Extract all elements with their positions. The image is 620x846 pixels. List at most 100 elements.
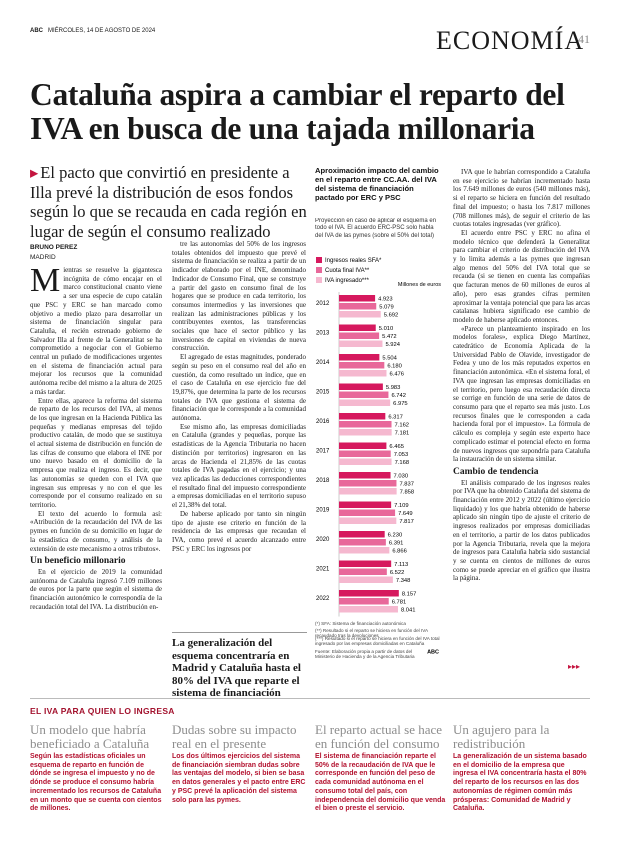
chart-note: (***) Resultado si el reparto se hiciera… xyxy=(315,635,440,646)
paragraph: De haberse aplicado por tanto sin ningún… xyxy=(172,509,306,553)
chart: Aproximación impacto del cambio en el re… xyxy=(315,166,441,659)
chart-source: Fuente: Elaboración propia a partir de d… xyxy=(315,648,415,659)
sidebar-heading: Un agujero para la redistribución xyxy=(453,722,550,751)
bar xyxy=(339,362,385,369)
value-label: 6.781 xyxy=(392,600,407,606)
value-label: 6.465 xyxy=(389,444,404,450)
value-label: 5.692 xyxy=(384,313,399,319)
body-column: Mientras se resuelve la gigantesca incóg… xyxy=(30,266,162,688)
y-tick-label: 2022 xyxy=(316,596,330,602)
value-label: 7.162 xyxy=(395,423,410,429)
chart-subtitle: Proyección en caso de aplicar el esquema… xyxy=(315,218,437,239)
bar xyxy=(339,340,383,347)
paragraph: «Parece un planteamiento inspirado en lo… xyxy=(453,324,590,464)
value-label: 7.649 xyxy=(398,511,413,517)
value-label: 5.924 xyxy=(385,342,400,348)
chart-title: Aproximación impacto del cambio en el re… xyxy=(315,166,439,202)
sidebar-text: Los dos últimos ejercicios del sistema d… xyxy=(172,753,306,804)
bar xyxy=(339,576,393,583)
paragraph: tre las autonomías del 50% de los ingres… xyxy=(172,240,306,353)
bar xyxy=(339,517,397,524)
chart-title-box: Aproximación impacto del cambio en el re… xyxy=(315,166,439,202)
value-label: 7.053 xyxy=(394,452,409,458)
bar xyxy=(339,413,386,420)
bar xyxy=(339,421,392,428)
value-label: 8.041 xyxy=(401,608,416,614)
value-label: 6.317 xyxy=(388,415,403,421)
location: MADRID xyxy=(30,254,56,261)
bar xyxy=(339,531,385,538)
bar xyxy=(339,547,390,554)
newspaper-name: ABC xyxy=(30,28,43,34)
sidebar-item: Dudas sobre su impacto real en el presen… xyxy=(172,723,307,805)
date: MIÉRCOLES, 14 DE AGOSTO DE 2024 xyxy=(48,28,156,34)
sidebar-text: El sistema de financiación reparte el 50… xyxy=(315,753,446,813)
value-label: 5.472 xyxy=(382,334,397,340)
value-label: 7.837 xyxy=(399,482,414,488)
value-label: 5.504 xyxy=(382,356,397,362)
bar xyxy=(339,509,396,516)
chart-subtitle-box: Proyección en caso de aplicar el esquema… xyxy=(315,218,437,239)
sidebar-heading: El reparto actual se hace en función del… xyxy=(315,722,443,751)
bar xyxy=(339,488,397,495)
sidebar-heading: Dudas sobre su impacto real en el presen… xyxy=(172,722,297,751)
bar xyxy=(339,324,376,331)
section-subhead: Un beneficio millonario xyxy=(30,556,126,567)
paragraph: El agregado de estas magnitudes, pondera… xyxy=(172,353,306,423)
body-column: IVA que le habrían correspondido a Catal… xyxy=(453,168,590,662)
subheadline: El pacto que convirtió en presidente a I… xyxy=(30,163,308,241)
bar xyxy=(339,606,398,613)
legend-label: Ingresos reales SFA* xyxy=(325,258,382,264)
bar xyxy=(339,450,391,457)
value-label: 7.348 xyxy=(396,578,411,584)
sidebar-text: La generalización de un sistema basado e… xyxy=(453,753,587,813)
bar xyxy=(339,539,386,546)
bar xyxy=(339,383,383,390)
legend-label: Cuota final IVA** xyxy=(325,268,370,274)
legend-swatch xyxy=(316,267,322,273)
y-tick-label: 2016 xyxy=(316,419,330,425)
bar xyxy=(339,354,380,361)
chart-note-box: (**) Resultado si el reparto se hiciera … xyxy=(315,628,428,638)
sidebar-title: EL IVA PARA QUIEN LO INGRESA xyxy=(30,706,175,716)
chart-note-box: (*) SFA: Sistema de financiación autonóm… xyxy=(315,620,406,626)
value-label: 6.230 xyxy=(388,533,403,539)
bar xyxy=(339,429,392,436)
sidebar-heading: Un modelo que habría beneficiado a Catal… xyxy=(30,722,150,751)
unit-label: Millones de euros xyxy=(398,282,441,288)
y-tick-label: 2013 xyxy=(316,331,330,337)
value-label: 7.168 xyxy=(395,460,410,466)
value-label: 5.983 xyxy=(386,385,401,391)
bar xyxy=(339,332,380,339)
continue-arrows: ▸▸▸ xyxy=(568,662,581,671)
paragraph: IVA que le habrían correspondido a Catal… xyxy=(453,168,590,229)
y-tick-label: 2015 xyxy=(316,390,330,396)
bar xyxy=(339,391,389,398)
sidebar-item: Un modelo que habría beneficiado a Catal… xyxy=(30,723,165,814)
legend-swatch xyxy=(316,257,322,263)
legend-label: IVA ingresado*** xyxy=(325,278,370,284)
author: BRUNO PEREZ xyxy=(30,244,78,251)
value-label: 8.157 xyxy=(402,592,417,598)
chart-credit: ABC xyxy=(427,650,439,656)
chart-note-box: (***) Resultado si el reparto se hiciera… xyxy=(315,635,440,646)
y-tick-label: 2021 xyxy=(316,567,330,573)
value-label: 4.923 xyxy=(378,297,393,303)
sidebar-item: El reparto actual se hace en función del… xyxy=(315,723,450,814)
value-label: 6.742 xyxy=(391,393,406,399)
bar xyxy=(339,442,387,449)
bar xyxy=(339,303,377,310)
legend-swatch xyxy=(316,277,322,283)
y-tick-label: 2019 xyxy=(316,508,330,514)
chart-note: (*) SFA: Sistema de financiación autonóm… xyxy=(315,620,406,626)
value-label: 7.858 xyxy=(400,490,415,496)
value-label: 6.476 xyxy=(389,372,404,378)
value-label: 6.391 xyxy=(389,541,404,547)
bar xyxy=(339,590,399,597)
paragraph: En el ejercicio de 2019 la comunidad aut… xyxy=(30,567,162,611)
value-label: 5.079 xyxy=(379,305,394,311)
body-column: tre las autonomías del 50% de los ingres… xyxy=(172,240,306,626)
chart-source-box: Fuente: Elaboración propia a partir de d… xyxy=(315,648,415,659)
value-label: 6.866 xyxy=(392,549,407,555)
paragraph: Ese mismo año, las empresas domiciliadas… xyxy=(172,422,306,510)
